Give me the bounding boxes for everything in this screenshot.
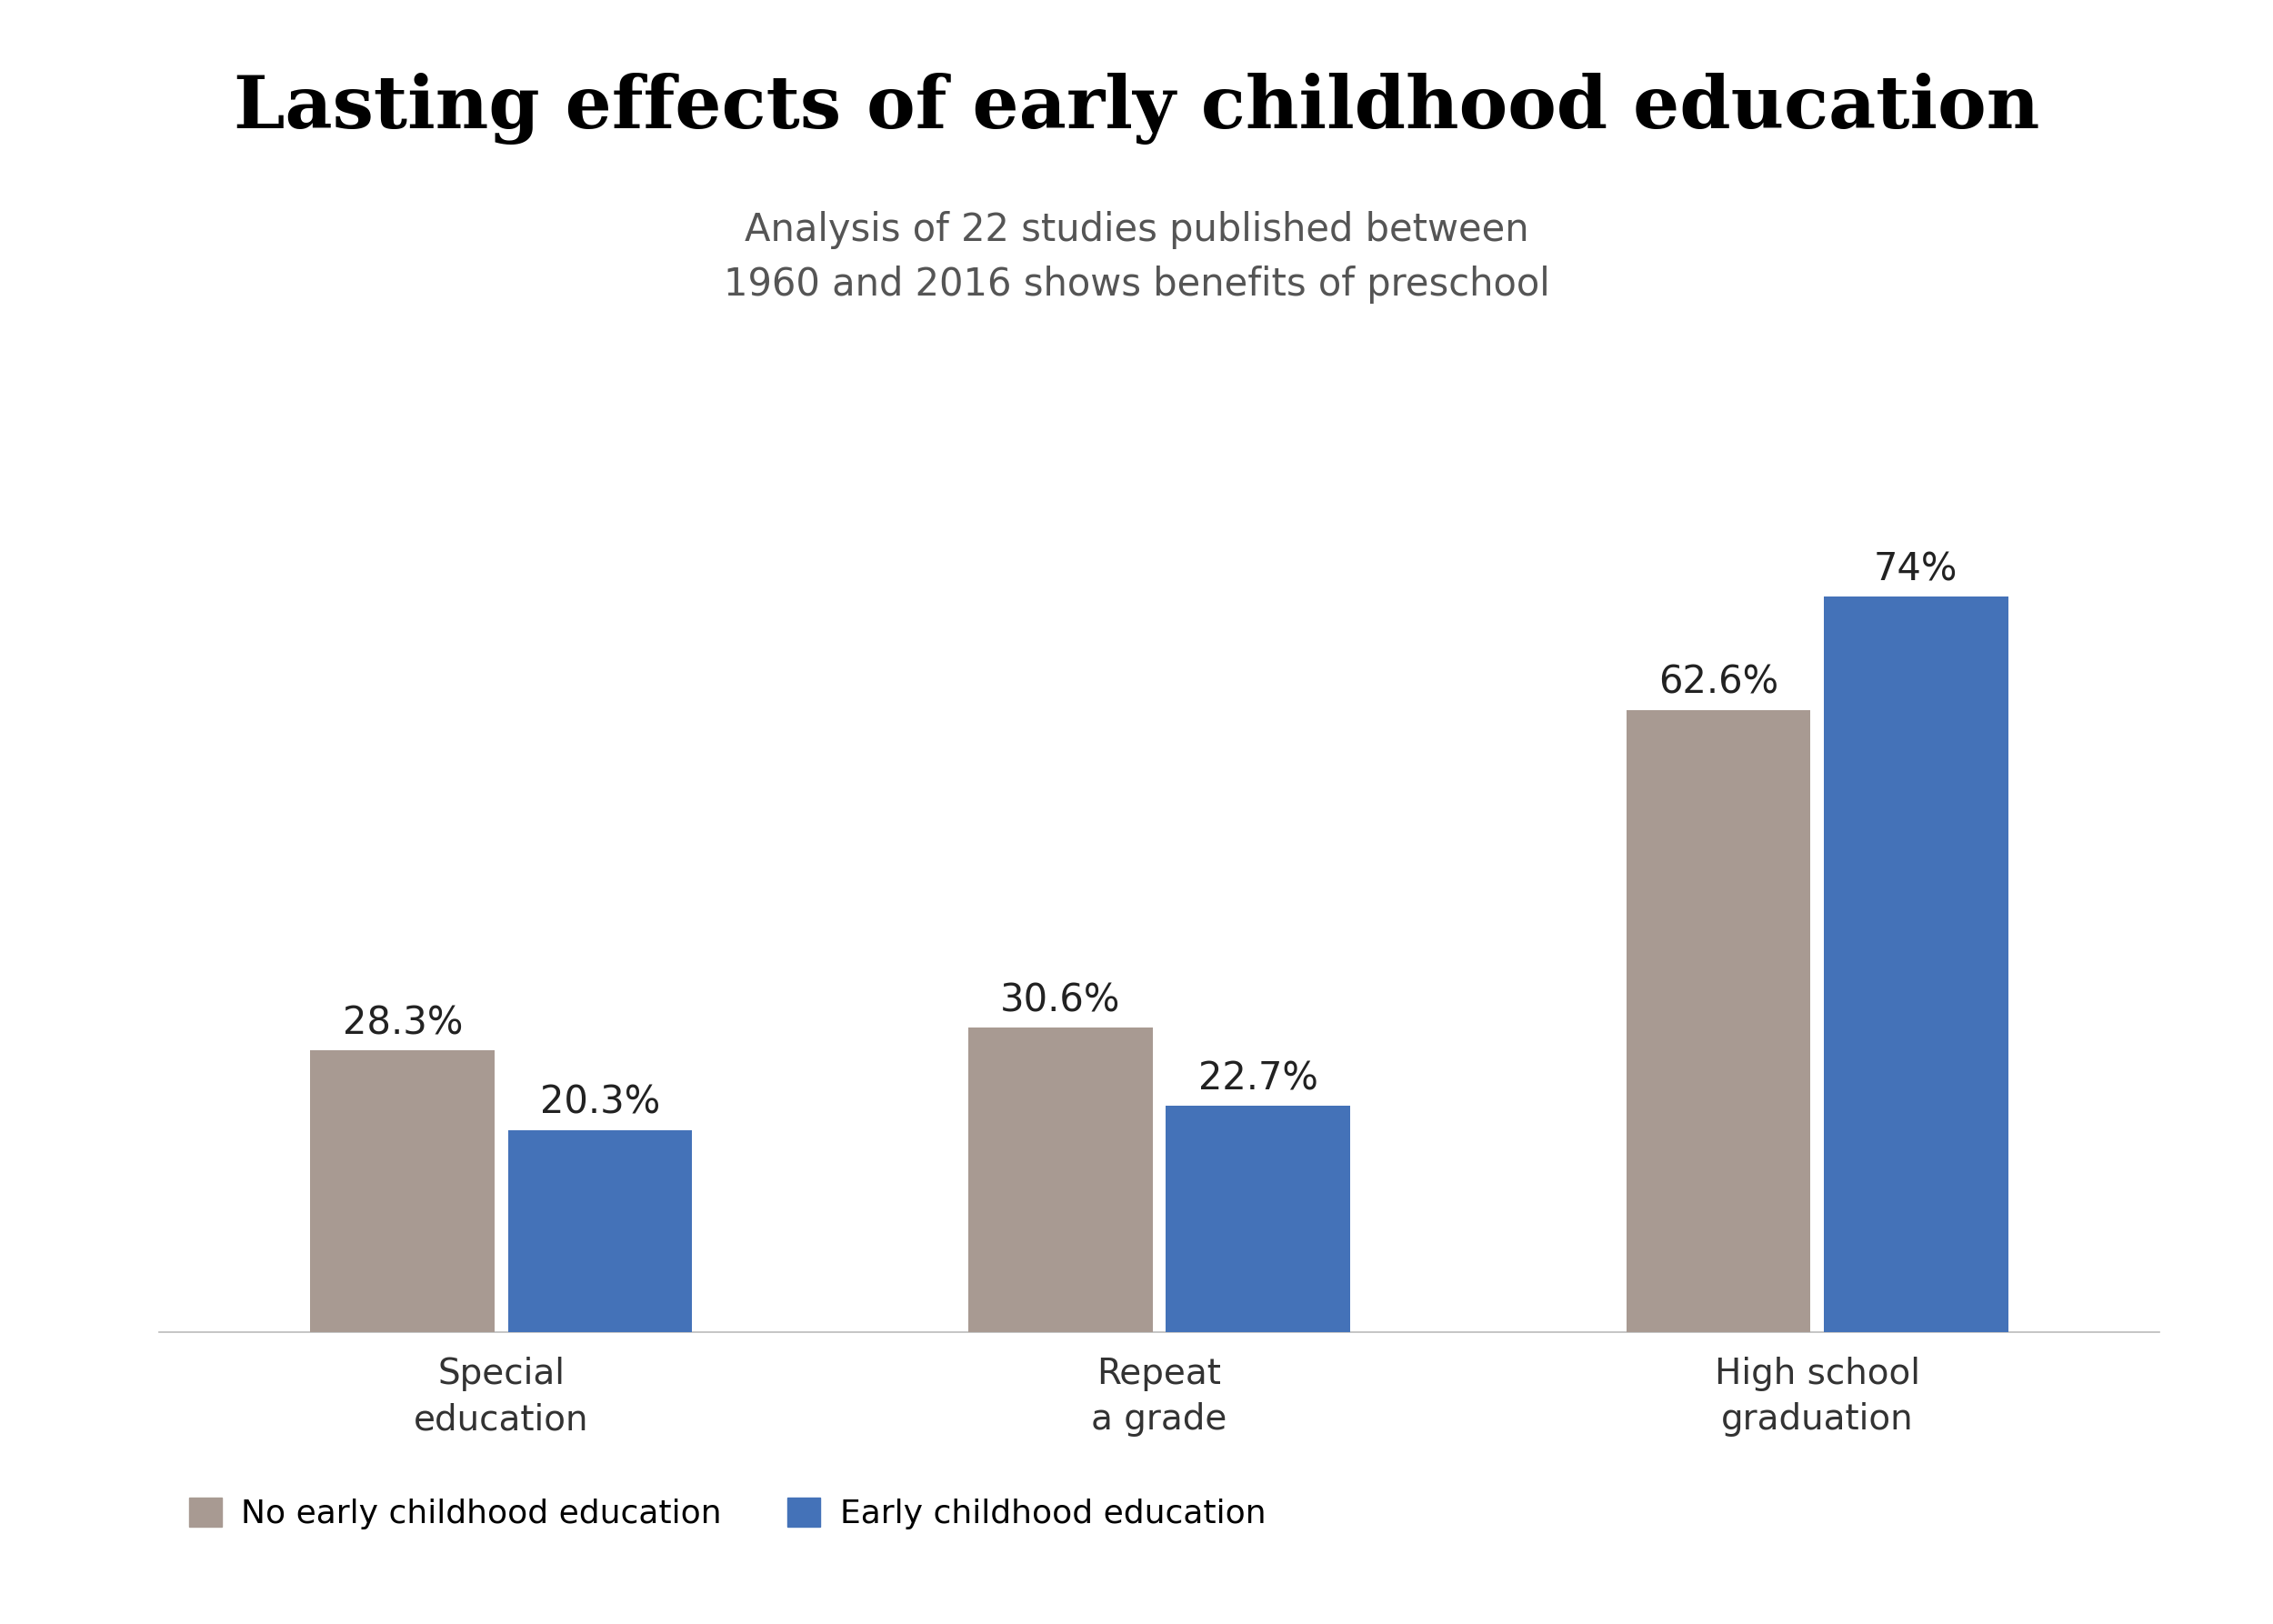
Text: Analysis of 22 studies published between
1960 and 2016 shows benefits of prescho: Analysis of 22 studies published between… — [723, 211, 1550, 304]
Bar — [1166, 1106, 1350, 1332]
Text: 74%: 74% — [1873, 551, 1957, 588]
Text: 28.3%: 28.3% — [343, 1004, 464, 1043]
Legend: No early childhood education, Early childhood education: No early childhood education, Early chil… — [175, 1484, 1280, 1543]
Bar — [507, 1130, 691, 1332]
Text: 20.3%: 20.3% — [539, 1083, 659, 1122]
Text: Lasting effects of early childhood education: Lasting effects of early childhood educa… — [234, 73, 2039, 145]
Bar — [1627, 710, 1812, 1332]
Text: 62.6%: 62.6% — [1659, 664, 1777, 702]
Bar — [968, 1028, 1152, 1332]
Bar — [311, 1051, 496, 1332]
Text: 30.6%: 30.6% — [1000, 981, 1121, 1020]
Bar — [1823, 596, 2007, 1332]
Text: 22.7%: 22.7% — [1198, 1060, 1318, 1098]
